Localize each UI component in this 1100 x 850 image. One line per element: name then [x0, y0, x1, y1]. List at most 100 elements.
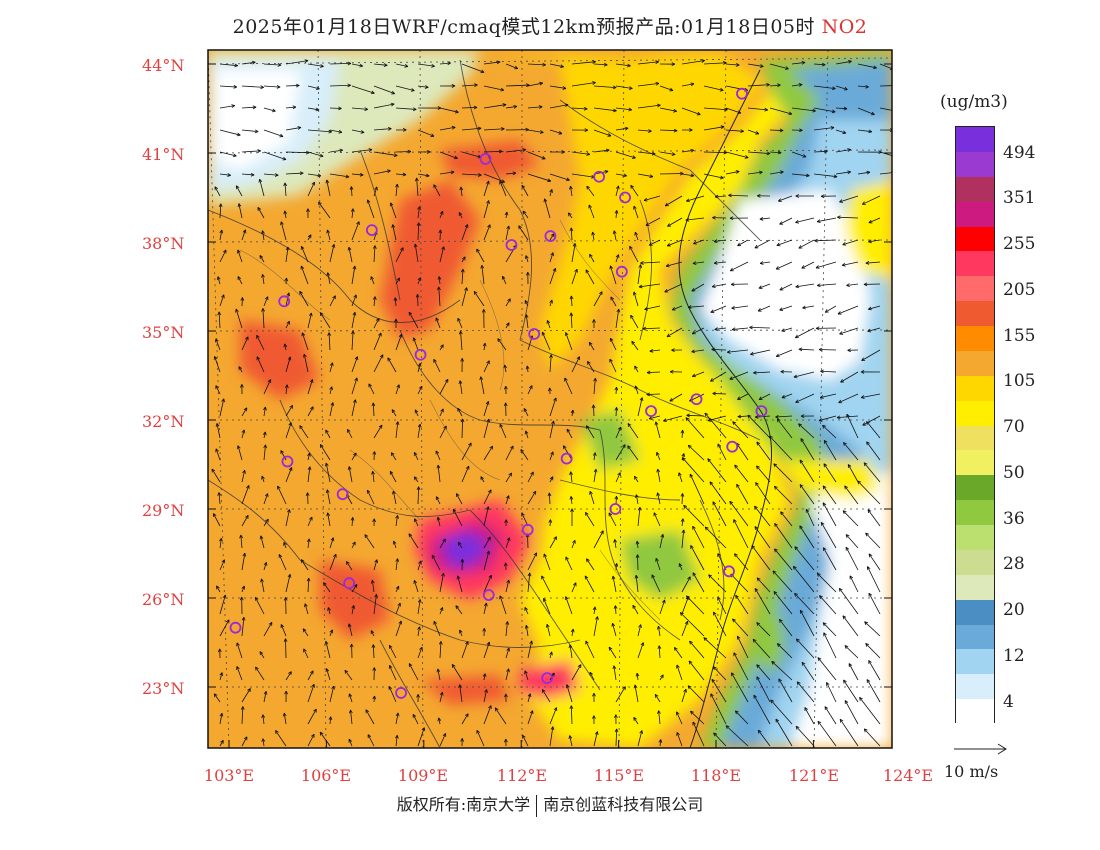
wind-arrowhead — [506, 668, 509, 672]
wind-arrowhead — [283, 597, 287, 601]
wind-arrowhead — [329, 629, 333, 633]
wind-arrowhead — [729, 267, 733, 272]
wind-arrowhead — [670, 371, 674, 374]
wind-arrowhead — [795, 222, 799, 224]
wind-vector — [629, 246, 639, 263]
wind-arrowhead — [263, 406, 266, 411]
wind-vector — [307, 684, 315, 703]
wind-arrowhead — [873, 65, 877, 69]
wind-arrowhead — [414, 452, 418, 455]
color-scale-swatch — [956, 649, 994, 675]
wind-arrowhead — [822, 425, 825, 429]
wind-arrowhead — [371, 471, 374, 475]
wind-vector — [262, 230, 265, 241]
wind-arrowhead — [648, 130, 652, 133]
wind-vector — [692, 572, 705, 593]
wind-arrowhead — [564, 103, 569, 106]
wind-arrowhead — [359, 65, 363, 68]
wind-arrowhead — [623, 173, 627, 177]
wind-vector — [571, 356, 580, 373]
wind-arrowhead — [842, 264, 846, 267]
wind-arrowhead — [383, 64, 388, 67]
wind-arrowhead — [246, 485, 250, 489]
wind-vector — [241, 736, 248, 747]
wind-vector — [566, 428, 573, 439]
wind-arrowhead — [333, 553, 337, 557]
wind-arrowhead — [754, 526, 759, 529]
wind-arrowhead — [417, 599, 421, 603]
wind-arrowhead — [780, 511, 784, 514]
wind-arrowhead — [266, 562, 268, 566]
wind-arrowhead — [591, 404, 594, 409]
wind-arrowhead — [437, 464, 441, 469]
wind-vector — [704, 412, 727, 439]
wind-arrowhead — [508, 579, 510, 584]
wind-vector — [571, 151, 590, 155]
wind-arrowhead — [417, 626, 420, 630]
wind-vector — [586, 425, 595, 439]
wind-vector — [749, 326, 771, 329]
wind-vector — [755, 482, 771, 505]
wind-arrowhead — [245, 336, 249, 340]
wind-vector — [319, 444, 331, 461]
wind-arrowhead — [331, 244, 335, 248]
wind-arrowhead — [616, 496, 619, 500]
wind-arrowhead — [316, 86, 320, 90]
color-scale-swatch — [956, 425, 994, 451]
wind-vector — [868, 553, 881, 571]
wind-arrowhead — [271, 110, 276, 113]
wind-vector — [681, 621, 688, 637]
wind-arrowhead — [756, 664, 761, 667]
wind-arrowhead — [240, 384, 243, 388]
wind-arrowhead — [262, 230, 265, 234]
wind-vector — [262, 308, 265, 329]
wind-arrowhead — [656, 103, 661, 106]
wind-arrowhead — [284, 210, 288, 214]
wind-arrowhead — [781, 328, 785, 332]
wind-arrowhead — [754, 416, 759, 419]
wind-vector — [483, 342, 486, 351]
wind-vector — [835, 171, 851, 175]
wind-arrowhead — [440, 408, 444, 412]
wind-arrowhead — [233, 84, 238, 88]
wind-arrowhead — [489, 445, 493, 449]
wind-vector — [569, 735, 573, 747]
wind-vector — [776, 239, 793, 246]
wind-vector — [813, 63, 826, 66]
wind-vector — [663, 415, 683, 422]
wind-arrowhead — [527, 572, 531, 577]
wind-arrowhead — [460, 418, 464, 423]
wind-vector — [373, 103, 395, 109]
wind-arrowhead — [818, 418, 822, 421]
wind-arrowhead — [708, 574, 713, 577]
wind-arrowhead — [390, 102, 395, 105]
wind-arrowhead — [324, 641, 327, 645]
wind-arrowhead — [242, 229, 246, 233]
wind-vector — [527, 552, 537, 571]
wind-arrowhead — [454, 155, 458, 159]
wind-vector — [747, 414, 771, 439]
concentration-field — [208, 50, 892, 748]
wind-arrowhead — [736, 483, 740, 487]
wind-vector — [216, 585, 221, 593]
wind-vector — [455, 605, 463, 615]
wind-arrowhead — [415, 294, 418, 298]
wind-vector — [241, 129, 259, 133]
wind-arrowhead — [822, 502, 827, 506]
wind-arrowhead — [725, 725, 728, 730]
wind-arrowhead — [508, 668, 510, 673]
wind-arrowhead — [416, 486, 420, 491]
wind-arrowhead — [565, 684, 568, 689]
wind-arrowhead — [612, 665, 615, 670]
wind-vector — [636, 541, 639, 549]
wind-vector — [505, 495, 510, 505]
wind-vector — [770, 699, 793, 725]
wind-vector — [327, 229, 331, 241]
wind-arrowhead — [778, 678, 782, 682]
wind-arrowhead — [526, 83, 530, 86]
wind-arrowhead — [583, 108, 588, 111]
wind-vector — [439, 246, 445, 263]
wind-arrowhead — [364, 534, 369, 537]
wind-arrowhead — [664, 202, 668, 207]
wind-arrowhead — [843, 130, 847, 134]
